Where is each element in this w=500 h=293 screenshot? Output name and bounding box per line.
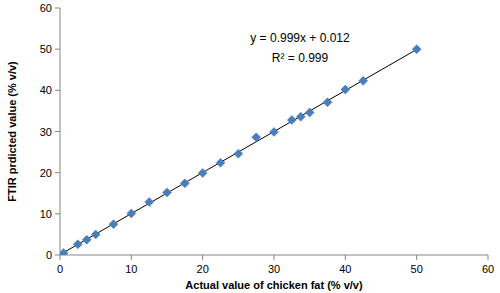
x-tick-label: 20 <box>197 263 209 275</box>
y-axis-label: FTIR prdicted value (% v/v) <box>6 61 18 202</box>
x-tick <box>488 255 489 260</box>
y-tick-label: 50 <box>40 43 52 55</box>
point <box>73 240 82 249</box>
x-tick-label: 10 <box>125 263 137 275</box>
point <box>341 85 350 94</box>
x-tick-label: 40 <box>339 263 351 275</box>
x-tick-label: 60 <box>482 263 494 275</box>
x-tick-label: 50 <box>411 263 423 275</box>
y-tick <box>55 90 60 91</box>
point <box>180 179 189 188</box>
chart: 0 10 20 30 40 50 60 0 10 20 30 40 50 60 y = 0.999x + 0… <box>0 0 500 293</box>
y-tick-label: 10 <box>40 208 52 220</box>
point <box>287 115 296 124</box>
point <box>359 76 368 85</box>
point <box>323 98 332 107</box>
y-tick-label: 60 <box>40 2 52 14</box>
plot-area <box>60 45 421 255</box>
point <box>145 197 154 206</box>
x-tick <box>416 255 417 260</box>
x-tick <box>131 255 132 260</box>
trend-line <box>64 49 417 252</box>
y-tick-label: 40 <box>40 84 52 96</box>
y-tick <box>55 255 60 256</box>
point <box>109 220 118 229</box>
point <box>60 248 68 255</box>
point <box>234 149 243 158</box>
y-tick <box>55 213 60 214</box>
point <box>216 158 225 167</box>
point <box>412 45 421 54</box>
point <box>252 133 261 142</box>
annotation: y = 0.999x + 0.012 <box>250 31 350 45</box>
y-tick <box>55 8 60 9</box>
point <box>163 188 172 197</box>
x-tick-label: 0 <box>57 263 63 275</box>
x-tick <box>345 255 346 260</box>
y-tick <box>55 131 60 132</box>
y-tick-label: 30 <box>40 126 52 138</box>
point <box>127 209 136 218</box>
point <box>270 127 279 136</box>
point <box>82 235 91 244</box>
y-tick <box>55 172 60 173</box>
y-tick-label: 20 <box>40 167 52 179</box>
x-tick <box>274 255 275 260</box>
x-axis-label: Actual value of chicken fat (% v/v) <box>185 279 363 291</box>
x-tick-label: 30 <box>268 263 280 275</box>
x-tick <box>202 255 203 260</box>
annotation: R² = 0.999 <box>272 51 329 65</box>
x-tick <box>60 255 61 260</box>
y-tick-label: 0 <box>46 249 52 261</box>
point <box>296 112 305 121</box>
point <box>305 108 314 117</box>
point <box>91 230 100 239</box>
y-tick <box>55 49 60 50</box>
point <box>198 169 207 178</box>
